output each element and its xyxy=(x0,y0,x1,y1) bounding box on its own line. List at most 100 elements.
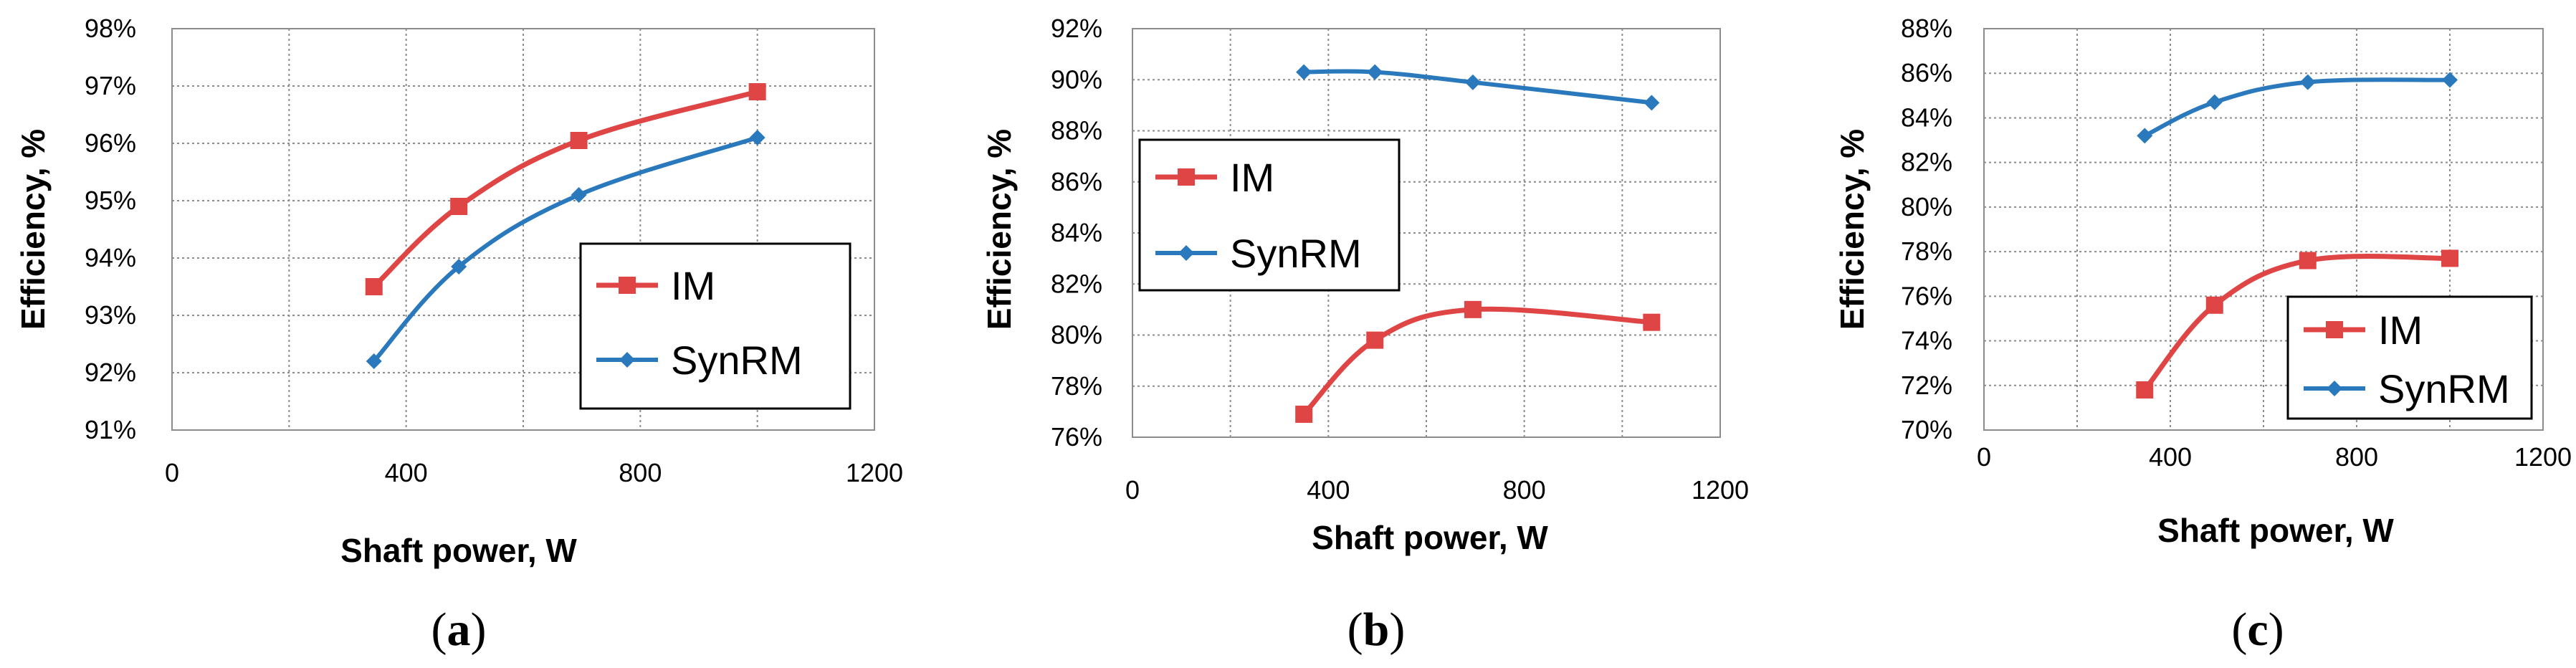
legend-box xyxy=(579,242,851,410)
panel-label-letter: b xyxy=(1363,603,1390,656)
data-point-synrm xyxy=(366,353,382,369)
data-point-im xyxy=(570,132,588,149)
series-line-synrm xyxy=(2142,77,2452,138)
data-point-synrm xyxy=(749,130,765,145)
series-im xyxy=(2136,249,2458,399)
data-point-synrm xyxy=(2206,94,2223,110)
y-tick-label: 95% xyxy=(85,186,136,215)
data-point-im xyxy=(2136,381,2154,399)
y-tick-label: 98% xyxy=(85,14,136,43)
series-synrm xyxy=(2137,72,2458,144)
x-axis-title: Shaft power, W xyxy=(2157,512,2394,549)
data-point-im xyxy=(365,278,383,295)
y-tick-label: 76% xyxy=(1051,422,1102,452)
x-tick-label: 400 xyxy=(385,458,428,487)
panel-label-open: ( xyxy=(2231,603,2247,656)
y-tick-label: 80% xyxy=(1901,192,1952,221)
y-tick-label: 96% xyxy=(85,128,136,158)
data-point-im xyxy=(1643,313,1661,331)
panel-label-close: ) xyxy=(2269,603,2284,656)
data-point-im xyxy=(1295,405,1313,423)
x-tick-label: 1200 xyxy=(1692,475,1749,505)
series-im xyxy=(1295,300,1661,423)
data-point-synrm xyxy=(2299,74,2316,90)
legend: IM SynRM xyxy=(1138,138,1401,292)
series-line-im xyxy=(1301,306,1654,417)
y-tick-label: 92% xyxy=(85,358,136,387)
y-tick-label: 86% xyxy=(1051,167,1102,196)
data-point-im xyxy=(2441,249,2458,267)
legend-label-im: IM xyxy=(671,263,715,308)
series-line-synrm xyxy=(1302,69,1654,105)
y-tick-label: 92% xyxy=(1051,14,1102,43)
panel-label-close: ) xyxy=(1389,603,1405,656)
x-tick-label: 1200 xyxy=(2514,442,2572,472)
data-point-synrm xyxy=(571,187,587,203)
panel-label-close: ) xyxy=(471,603,487,656)
chart-panel-c: 70% 72% 74% 76% 78% 80% 82% 84% 86% 88% 0 400 800 120… xyxy=(1833,14,2572,656)
legend-marker-im xyxy=(619,277,636,294)
x-tick-label: 800 xyxy=(619,458,662,487)
chart-panel-b: 76% 78% 80% 82% 84% 86% 88% 90% 92% 0 400 800 1200 Sh… xyxy=(981,14,1749,656)
y-tick-label: 70% xyxy=(1901,415,1952,444)
series-line-synrm xyxy=(371,135,760,363)
x-axis-title: Shaft power, W xyxy=(340,532,577,569)
series-synrm xyxy=(1296,64,1660,111)
panel-label-letter: c xyxy=(2247,603,2268,656)
series-synrm xyxy=(366,130,765,369)
data-point-im xyxy=(2205,296,2223,314)
x-tick-label: 800 xyxy=(2335,442,2378,472)
legend-marker-synrm xyxy=(2327,381,2342,396)
data-point-im xyxy=(450,198,468,215)
x-tick-label: 0 xyxy=(165,458,179,487)
series-line-im xyxy=(2142,254,2453,393)
legend-box xyxy=(1138,138,1401,292)
x-axis-title: Shaft power, W xyxy=(1312,519,1548,556)
plot-border xyxy=(171,28,875,431)
data-point-synrm xyxy=(1644,95,1660,111)
series-im xyxy=(365,83,766,295)
legend-marker-synrm xyxy=(1178,245,1194,261)
panel-label-open: ( xyxy=(431,603,447,656)
legend: IM SynRM xyxy=(2286,295,2533,420)
y-tick-label: 74% xyxy=(1901,326,1952,356)
y-tick-label: 82% xyxy=(1901,148,1952,177)
legend-label-synrm: SynRM xyxy=(1230,231,1362,276)
legend-label-im: IM xyxy=(2378,307,2423,353)
legend-marker-synrm xyxy=(619,352,635,368)
x-tick-label: 0 xyxy=(1977,442,1991,472)
legend-marker-im xyxy=(2326,321,2343,338)
y-tick-label: 78% xyxy=(1051,371,1102,401)
y-tick-label: 86% xyxy=(1901,58,1952,87)
data-point-im xyxy=(1366,331,1384,349)
y-axis-title: Efficiency, % xyxy=(14,129,52,330)
data-point-synrm xyxy=(2442,72,2458,88)
panel-label-open: ( xyxy=(1347,603,1363,656)
legend-label-synrm: SynRM xyxy=(2378,366,2510,411)
y-axis-title: Efficiency, % xyxy=(1833,129,1871,330)
y-tick-label: 97% xyxy=(85,71,136,100)
data-point-synrm xyxy=(1464,74,1481,90)
x-tick-label: 400 xyxy=(2149,442,2192,472)
y-tick-label: 84% xyxy=(1051,218,1102,247)
y-axis-title: Efficiency, % xyxy=(981,129,1018,330)
panel-label: (b) xyxy=(1347,603,1406,656)
data-point-synrm xyxy=(1367,64,1383,80)
y-tick-label: 76% xyxy=(1901,281,1952,310)
y-tick-label: 88% xyxy=(1051,116,1102,145)
y-tick-label: 78% xyxy=(1901,237,1952,266)
series-line-im xyxy=(371,89,760,290)
x-tick-label: 400 xyxy=(1307,475,1350,505)
y-tick-label: 80% xyxy=(1051,320,1102,350)
data-point-im xyxy=(2299,252,2317,269)
data-point-synrm xyxy=(2137,128,2153,144)
y-tick-label: 82% xyxy=(1051,269,1102,298)
panel-label: (c) xyxy=(2231,603,2284,656)
plot-border xyxy=(1983,28,2544,431)
data-point-im xyxy=(1464,300,1482,318)
y-tick-label: 94% xyxy=(85,243,136,272)
chart-panel-a: 91% 92% 93% 94% 95% 96% 97% 98% 0 400 800 1200 Shaft… xyxy=(14,14,903,656)
data-point-synrm xyxy=(1296,64,1312,80)
legend-marker-im xyxy=(1178,168,1195,186)
legend-label-im: IM xyxy=(1230,155,1274,200)
